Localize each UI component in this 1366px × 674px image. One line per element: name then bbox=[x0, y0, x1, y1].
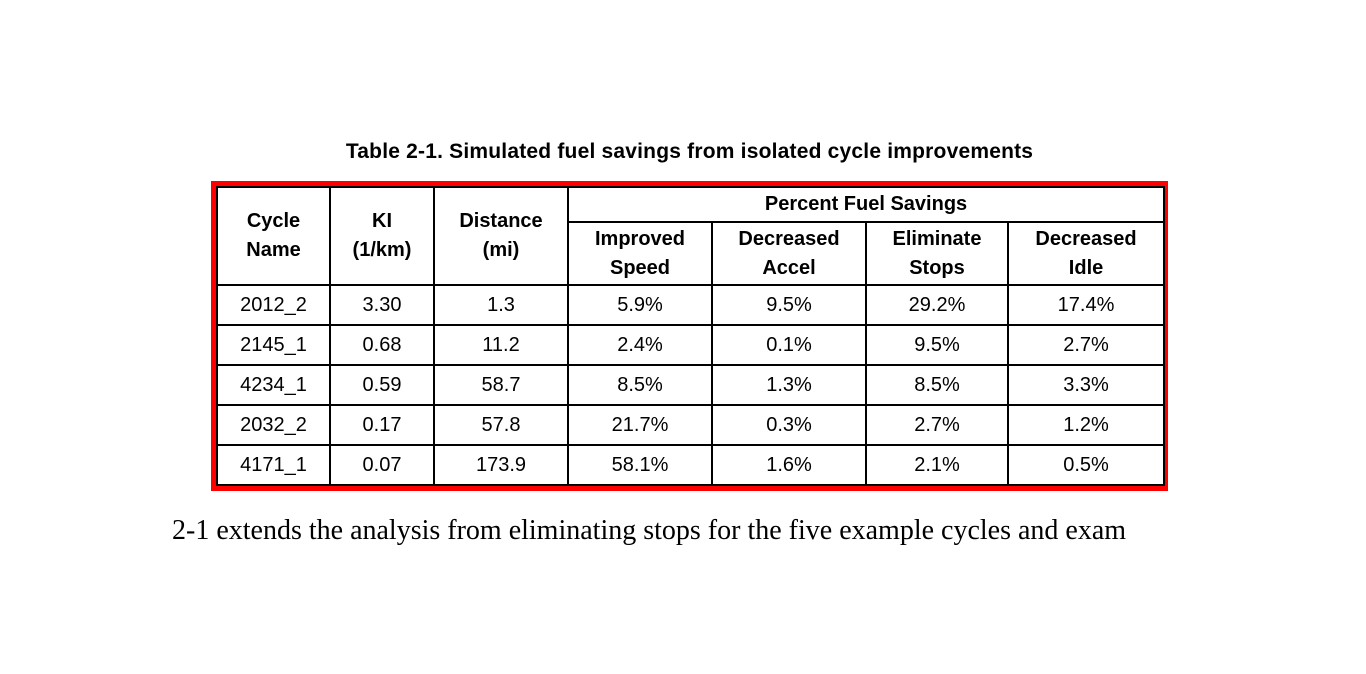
cell-decreased-idle: 3.3% bbox=[1006, 364, 1166, 406]
col-header-distance: Distance (mi) bbox=[433, 186, 569, 286]
cell-ki: 0.07 bbox=[329, 444, 435, 486]
cell-distance: 57.8 bbox=[433, 404, 569, 446]
cell-improved-speed: 5.9% bbox=[567, 284, 713, 326]
cell-decreased-accel: 0.3% bbox=[711, 404, 867, 446]
cell-eliminate-stops: 2.7% bbox=[865, 404, 1009, 446]
cell-distance: 11.2 bbox=[433, 324, 569, 366]
cell-eliminate-stops: 9.5% bbox=[865, 324, 1009, 366]
cell-decreased-idle: 1.2% bbox=[1006, 404, 1166, 446]
col-header-decreased-idle: Decreased Idle bbox=[1006, 221, 1166, 286]
cell-ki: 0.68 bbox=[329, 324, 435, 366]
cell-decreased-idle: 2.7% bbox=[1006, 324, 1166, 366]
cell-eliminate-stops: 29.2% bbox=[865, 284, 1009, 326]
table-row: 2012_2 3.30 1.3 5.9% 9.5% 29.2% 17.4% bbox=[216, 284, 1166, 326]
cell-eliminate-stops: 2.1% bbox=[865, 444, 1009, 486]
col-header-decreased-accel: Decreased Accel bbox=[711, 221, 867, 286]
cell-distance: 173.9 bbox=[433, 444, 569, 486]
cell-decreased-accel: 1.6% bbox=[711, 444, 867, 486]
cell-decreased-accel: 0.1% bbox=[711, 324, 867, 366]
cell-cycle-name: 2145_1 bbox=[216, 324, 331, 366]
cell-eliminate-stops: 8.5% bbox=[865, 364, 1009, 406]
col-header-improved-speed: Improved Speed bbox=[567, 221, 713, 286]
cell-decreased-accel: 1.3% bbox=[711, 364, 867, 406]
cell-ki: 0.59 bbox=[329, 364, 435, 406]
cell-ki: 0.17 bbox=[329, 404, 435, 446]
col-header-cycle-name: Cycle Name bbox=[216, 186, 331, 286]
header-row-group: Cycle Name KI (1/km) Distance (mi) Perce… bbox=[216, 186, 1166, 286]
cell-decreased-accel: 9.5% bbox=[711, 284, 867, 326]
cell-improved-speed: 2.4% bbox=[567, 324, 713, 366]
col-header-eliminate-stops: Eliminate Stops bbox=[865, 221, 1009, 286]
cell-ki: 3.30 bbox=[329, 284, 435, 326]
table-row: 2032_2 0.17 57.8 21.7% 0.3% 2.7% 1.2% bbox=[216, 404, 1166, 446]
cell-improved-speed: 58.1% bbox=[567, 444, 713, 486]
cell-cycle-name: 4234_1 bbox=[216, 364, 331, 406]
cell-decreased-idle: 0.5% bbox=[1006, 444, 1166, 486]
table-caption: Table 2-1. Simulated fuel savings from i… bbox=[345, 140, 1034, 163]
cell-decreased-idle: 17.4% bbox=[1006, 284, 1166, 326]
cell-distance: 58.7 bbox=[433, 364, 569, 406]
header-row-subgroup: Improved Speed Decreased Accel Eliminate… bbox=[217, 221, 1166, 286]
table-row: 4234_1 0.59 58.7 8.5% 1.3% 8.5% 3.3% bbox=[216, 364, 1166, 406]
col-group-header-percent-fuel-savings: Percent Fuel Savings bbox=[566, 186, 1166, 223]
cell-cycle-name: 4171_1 bbox=[216, 444, 331, 486]
cell-cycle-name: 2012_2 bbox=[216, 284, 331, 326]
cell-improved-speed: 21.7% bbox=[567, 404, 713, 446]
cell-improved-speed: 8.5% bbox=[567, 364, 713, 406]
col-header-ki: KI (1/km) bbox=[329, 186, 435, 286]
table-section: Table 2-1. Simulated fuel savings from i… bbox=[211, 139, 1168, 491]
fuel-savings-table: Cycle Name KI (1/km) Distance (mi) Perce… bbox=[216, 186, 1166, 486]
body-paragraph: 2-1 extends the analysis from eliminatin… bbox=[172, 515, 1127, 546]
table-row: 4171_1 0.07 173.9 58.1% 1.6% 2.1% 0.5% bbox=[216, 444, 1166, 486]
cell-distance: 1.3 bbox=[433, 284, 569, 326]
table-red-frame: Cycle Name KI (1/km) Distance (mi) Perce… bbox=[211, 181, 1168, 491]
cell-cycle-name: 2032_2 bbox=[216, 404, 331, 446]
table-row: 2145_1 0.68 11.2 2.4% 0.1% 9.5% 2.7% bbox=[216, 324, 1166, 366]
